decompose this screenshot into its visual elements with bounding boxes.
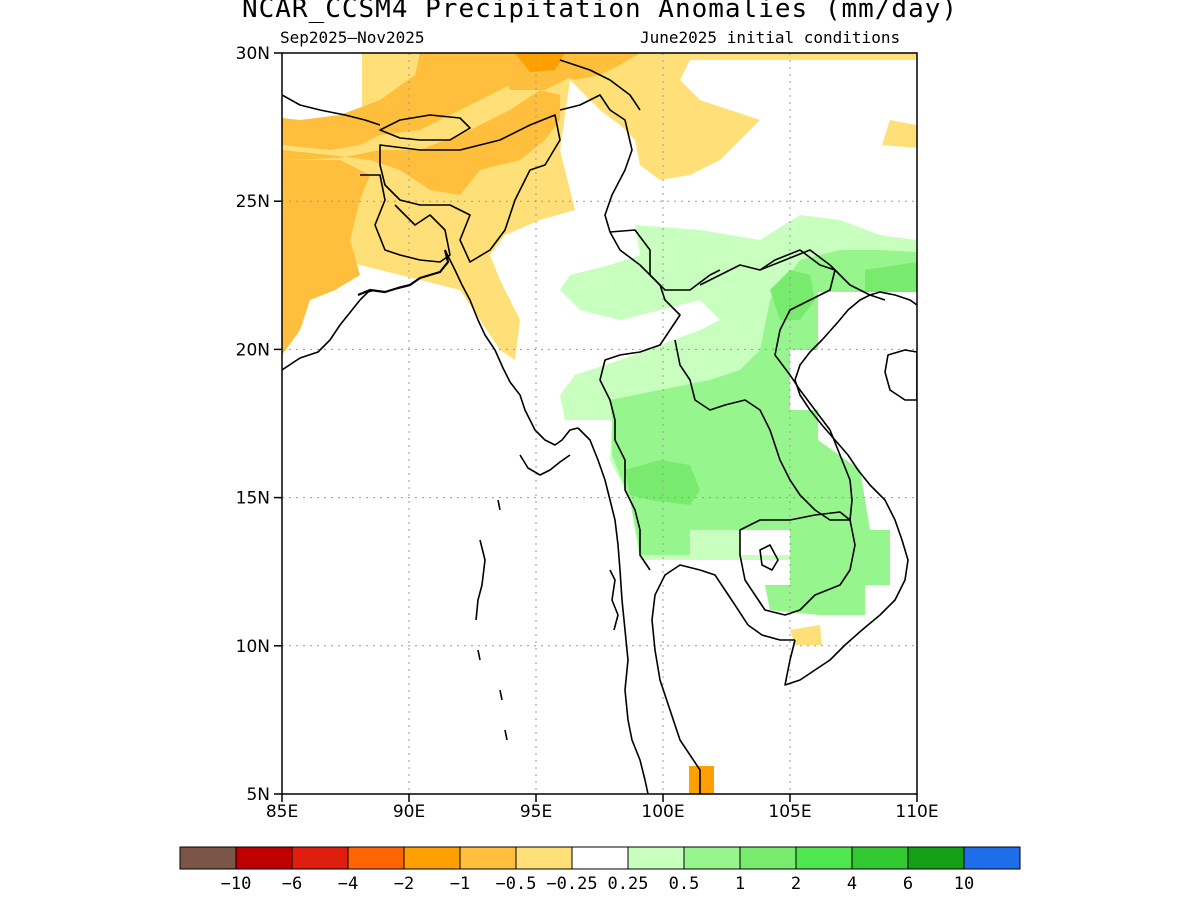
colorbar-label: −0.5 [496, 874, 537, 894]
border-thailand-cambodia [739, 511, 856, 616]
coastline-hainan [884, 349, 917, 401]
coastline-myanmar-west [444, 249, 579, 446]
colorbar-label: 10 [954, 874, 974, 894]
anomaly-region-light-orange [882, 120, 917, 148]
colorbar-swatch [627, 846, 685, 870]
colorbar-label: 0.5 [669, 874, 700, 894]
anomaly-region-green [865, 262, 917, 292]
anomaly-region-orange [282, 90, 560, 195]
period-subtitle: Sep2025—Nov2025 [280, 28, 425, 47]
anomaly-region-deep-orange [515, 53, 565, 72]
colorbar-swatch [347, 846, 405, 870]
lon-tick-label: 95E [520, 802, 552, 822]
colorbar-label: −2 [394, 874, 414, 894]
colorbar-label: 0.25 [608, 874, 649, 894]
colorbar-swatch [851, 846, 909, 870]
colorbar-swatch [459, 846, 517, 870]
border-bhutan [379, 114, 471, 141]
coastline-bangladesh [357, 249, 450, 297]
anomaly-region-neutral [818, 292, 865, 320]
coastlines-and-borders [282, 59, 917, 794]
plot-frame [281, 52, 918, 795]
anomaly-region-light-orange [790, 625, 822, 645]
map-title: NCAR_CCSM4 Precipitation Anomalies (mm/d… [241, 0, 959, 24]
colorbar-swatch [907, 846, 965, 870]
coastline-irrawaddy-delta [519, 454, 571, 476]
mergui-archipelago [609, 569, 619, 631]
colorbar-swatch [739, 846, 797, 870]
colorbar-label: 6 [903, 874, 913, 894]
lat-lon-grid [282, 53, 917, 794]
anomaly-region-light-orange [282, 53, 917, 360]
lon-tick-label: 105E [768, 802, 811, 822]
anomaly-region-green [770, 270, 815, 320]
colorbar-swatch [683, 846, 741, 870]
axes: 85E 90E 95E 100E 105E 110E 5N 10N 15N 20N 25N 30N [236, 44, 939, 822]
lat-tick-label: 25N [236, 192, 270, 212]
colorbar-swatch [515, 846, 573, 870]
border-northeast-india [379, 114, 561, 263]
lat-tick-label: 15N [236, 489, 270, 509]
anomaly-region-neutral [740, 530, 790, 555]
border-vietnam-china [759, 249, 886, 301]
anomaly-region-orange [282, 53, 640, 150]
colorbar-label: 2 [791, 874, 801, 894]
colorbar: −10 −6 −4 −2 −1 −0.5 −0.25 0.25 0.5 1 2 4 6 10 [179, 846, 1021, 894]
lon-tick-label: 100E [641, 802, 684, 822]
colorbar-label: −0.25 [546, 874, 597, 894]
colorbar-swatch [571, 846, 629, 870]
colorbar-swatch [235, 846, 293, 870]
lon-tick-label: 110E [895, 802, 938, 822]
tonle-sap [759, 544, 779, 571]
lat-tick-label: 10N [236, 637, 270, 657]
border-laos [674, 249, 853, 521]
colorbar-swatch [179, 846, 237, 870]
coastline-tenasserim [577, 427, 649, 794]
coastline-vietnam-south [784, 291, 917, 686]
lon-tick-label: 90E [393, 802, 425, 822]
lon-tick-label: 85E [266, 802, 298, 822]
anomaly-region-orange [282, 160, 370, 355]
lat-tick-label: 30N [236, 44, 270, 64]
andaman-islands [475, 499, 508, 741]
init-conditions-subtitle: June2025 initial conditions [640, 28, 901, 47]
lat-tick-label: 5N [246, 785, 270, 805]
colorbar-label: 1 [735, 874, 745, 894]
colorbar-label: −4 [338, 874, 358, 894]
border-china-inner [559, 59, 641, 111]
colorbar-label: −10 [221, 874, 252, 894]
colorbar-swatch [963, 846, 1021, 870]
border-india-nepal [282, 94, 381, 126]
colorbar-swatch [291, 846, 349, 870]
colorbar-swatch [403, 846, 461, 870]
anomaly-fields [282, 53, 917, 794]
colorbar-label: −6 [282, 874, 302, 894]
colorbar-label: 4 [847, 874, 857, 894]
border-myanmar-china [559, 94, 721, 291]
colorbar-swatch [795, 846, 853, 870]
anomaly-region-medium-green [610, 250, 917, 615]
colorbar-label: −1 [450, 874, 470, 894]
anomaly-region-deep-orange [689, 766, 714, 794]
lat-tick-label: 20N [236, 340, 270, 360]
anomaly-region-green [625, 460, 700, 505]
border-bangladesh [360, 174, 451, 263]
border-myanmar-thailand [599, 231, 681, 571]
coastline-india-east [282, 289, 376, 371]
coastline-gulf-of-thailand-west [651, 564, 795, 794]
